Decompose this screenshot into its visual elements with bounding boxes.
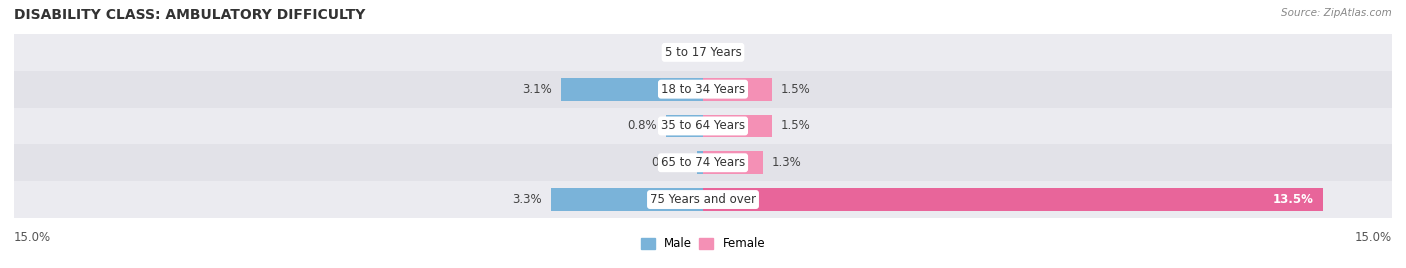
Text: 13.5%: 13.5% xyxy=(1272,193,1313,206)
Text: Source: ZipAtlas.com: Source: ZipAtlas.com xyxy=(1281,8,1392,18)
Text: 15.0%: 15.0% xyxy=(1355,231,1392,244)
Bar xyxy=(703,114,772,137)
Text: 0.0%: 0.0% xyxy=(664,46,693,59)
Bar xyxy=(666,114,703,137)
Bar xyxy=(14,181,1392,218)
Text: DISABILITY CLASS: AMBULATORY DIFFICULTY: DISABILITY CLASS: AMBULATORY DIFFICULTY xyxy=(14,8,366,22)
Text: 0.12%: 0.12% xyxy=(651,156,689,169)
Legend: Male, Female: Male, Female xyxy=(636,233,770,255)
Bar xyxy=(551,188,703,211)
Bar xyxy=(14,107,1392,144)
Text: 35 to 64 Years: 35 to 64 Years xyxy=(661,120,745,132)
Text: 1.5%: 1.5% xyxy=(782,120,811,132)
Text: 65 to 74 Years: 65 to 74 Years xyxy=(661,156,745,169)
Bar xyxy=(561,78,703,100)
Text: 3.3%: 3.3% xyxy=(513,193,543,206)
Bar xyxy=(14,144,1392,181)
Text: 1.3%: 1.3% xyxy=(772,156,801,169)
Text: 0.8%: 0.8% xyxy=(627,120,657,132)
Text: 0.0%: 0.0% xyxy=(713,46,742,59)
Bar xyxy=(703,188,1323,211)
Bar xyxy=(14,34,1392,71)
Text: 15.0%: 15.0% xyxy=(14,231,51,244)
Text: 3.1%: 3.1% xyxy=(522,83,551,96)
Bar xyxy=(697,151,703,174)
Bar xyxy=(703,78,772,100)
Text: 75 Years and over: 75 Years and over xyxy=(650,193,756,206)
Text: 5 to 17 Years: 5 to 17 Years xyxy=(665,46,741,59)
Text: 18 to 34 Years: 18 to 34 Years xyxy=(661,83,745,96)
Bar xyxy=(703,151,762,174)
Text: 1.5%: 1.5% xyxy=(782,83,811,96)
Bar xyxy=(14,71,1392,107)
